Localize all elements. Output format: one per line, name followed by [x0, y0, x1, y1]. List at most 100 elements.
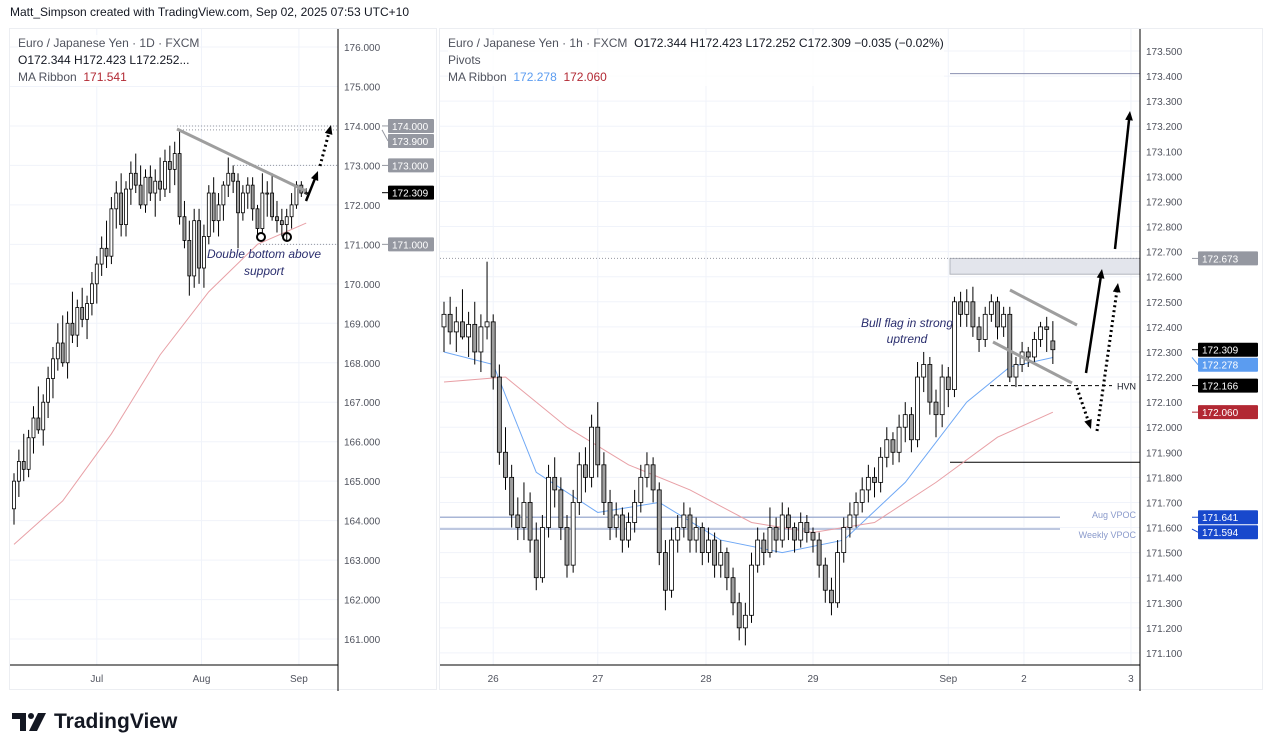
- candle: [896, 414, 902, 463]
- candle: [46, 366, 50, 419]
- candle: [884, 427, 890, 468]
- candle: [472, 301, 478, 365]
- candle: [835, 540, 841, 608]
- candle-body: [601, 464, 607, 503]
- candle: [638, 464, 644, 513]
- candle: [231, 165, 236, 194]
- candle: [749, 552, 754, 623]
- candle-body: [270, 192, 275, 218]
- time-tick-label: 27: [592, 674, 604, 685]
- candle: [1001, 306, 1007, 337]
- candle-body: [829, 589, 834, 604]
- candle-body: [613, 514, 619, 528]
- candle: [167, 145, 172, 194]
- pivots-label: Pivots: [448, 53, 481, 67]
- candle-body: [94, 263, 99, 285]
- candle: [484, 261, 490, 340]
- candle: [626, 512, 631, 548]
- candle-body: [626, 522, 631, 541]
- candle-body: [982, 313, 988, 340]
- bullish-arrow-head: [1125, 111, 1133, 121]
- candle-body: [304, 192, 309, 195]
- candle-body: [163, 161, 167, 190]
- price-tick-label: 171.500: [1146, 549, 1183, 560]
- bullish-arrow-head: [310, 171, 319, 181]
- price-tick-label: 169.000: [344, 319, 381, 330]
- candle-body: [687, 514, 693, 541]
- candle-body: [988, 301, 994, 315]
- candle: [16, 449, 21, 497]
- candle-body: [890, 439, 896, 453]
- price-badge-label: 171.594: [1202, 528, 1239, 539]
- price-tick-label: 170.000: [344, 280, 381, 291]
- candle: [245, 177, 250, 209]
- price-tick-label: 172.400: [1146, 323, 1183, 334]
- candle: [810, 527, 816, 553]
- candle: [197, 208, 201, 284]
- time-tick-label: Sep: [290, 674, 308, 685]
- price-tick-label: 172.000: [344, 201, 381, 212]
- candle: [65, 311, 70, 379]
- candle-body: [644, 464, 650, 478]
- candle: [226, 157, 231, 197]
- candle: [94, 256, 99, 304]
- candle-body: [736, 602, 742, 629]
- bullish-dotted-arrow: [1095, 288, 1119, 432]
- candle: [158, 157, 163, 201]
- candle-body: [970, 301, 976, 328]
- price-tick-label: 168.000: [344, 359, 381, 370]
- double-bottom-marker: [282, 232, 292, 242]
- candle-body: [835, 552, 841, 604]
- candle-body: [662, 552, 668, 591]
- candle: [260, 173, 265, 233]
- candle-body: [192, 220, 197, 277]
- candle-body: [80, 307, 85, 320]
- candle-body: [675, 527, 681, 541]
- hvn-label: HVN: [1117, 382, 1136, 392]
- candle-body: [749, 564, 754, 616]
- candle-body: [1001, 313, 1007, 328]
- candle-body: [681, 514, 687, 528]
- time-tick-label: 29: [807, 674, 819, 685]
- candle-body: [484, 321, 490, 328]
- price-tick-label: 166.000: [344, 438, 381, 449]
- aug-vpoc-label: Aug VPOC: [1092, 510, 1137, 520]
- candle: [804, 514, 810, 543]
- candle-body: [699, 527, 705, 553]
- candle: [75, 299, 80, 347]
- candle: [250, 177, 255, 221]
- candle-body: [939, 376, 945, 416]
- hourly-chart-svg[interactable]: Aug VPOC Weekly VPOC HVN Bull flag in stron…: [440, 29, 1264, 691]
- tradingview-logo[interactable]: TradingView: [12, 710, 177, 734]
- candle-body: [119, 192, 124, 226]
- candle: [1038, 321, 1043, 347]
- candle-body: [878, 456, 884, 483]
- price-badge: [388, 185, 434, 200]
- price-badge-label: 172.309: [1202, 346, 1239, 357]
- candle: [70, 291, 75, 344]
- price-badge-label: 172.673: [1202, 254, 1239, 265]
- candle: [546, 464, 551, 538]
- candle: [143, 169, 148, 213]
- candle-body: [841, 527, 847, 553]
- price-tick-label: 171.800: [1146, 473, 1183, 484]
- hourly-chart-pane[interactable]: Aug VPOC Weekly VPOC HVN Bull flag in stron…: [439, 28, 1264, 691]
- price-tick-label: 163.000: [344, 556, 381, 567]
- candle: [952, 296, 957, 398]
- price-tick-label: 171.700: [1146, 498, 1183, 509]
- daily-chart-svg[interactable]: Double bottom above support 176.000 175.000…: [10, 29, 438, 691]
- bullish-dotted-arrow: [318, 130, 331, 167]
- candle-body: [515, 514, 521, 528]
- price-badge: [1198, 342, 1258, 357]
- candle-body: [853, 502, 859, 516]
- credit-text: Matt_Simpson created with TradingView.co…: [10, 5, 410, 19]
- candle-body: [724, 552, 730, 579]
- candle-body: [211, 192, 216, 222]
- time-tick-label: Sep: [939, 674, 957, 685]
- candle-body: [952, 301, 957, 390]
- price-tick-label: 171.900: [1146, 448, 1183, 459]
- daily-chart-pane[interactable]: Double bottom above support 176.000 175.000…: [9, 28, 438, 691]
- candle-body: [138, 184, 143, 206]
- candle: [816, 532, 822, 578]
- candle: [976, 316, 982, 352]
